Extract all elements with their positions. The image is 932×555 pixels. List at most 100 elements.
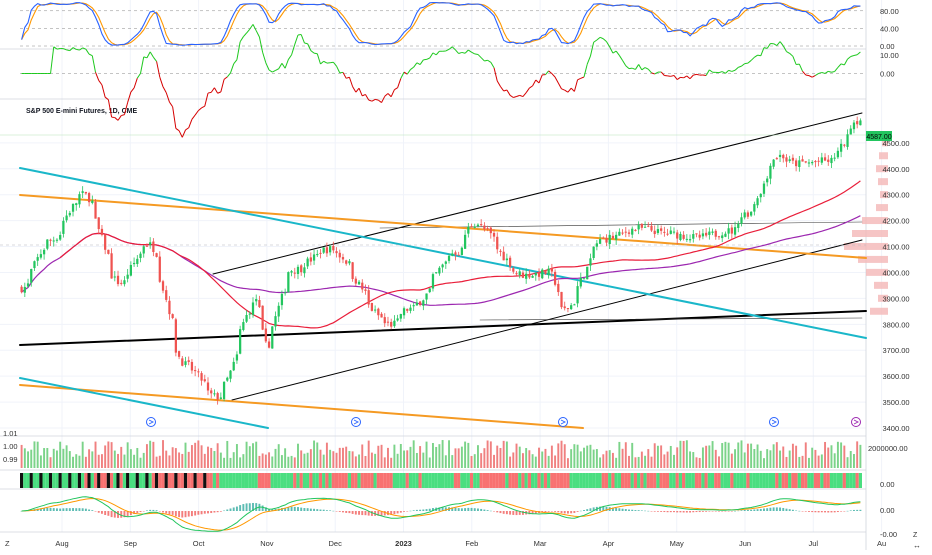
candle-body	[785, 157, 787, 161]
histogram-strip-cell	[624, 473, 627, 488]
histogram-strip-cell	[367, 473, 370, 488]
volume-bar	[419, 446, 421, 468]
event-marker-icon[interactable]	[352, 418, 361, 427]
volume-profile-bar	[879, 152, 888, 159]
momentum-segment	[635, 64, 638, 69]
event-marker-icon[interactable]	[559, 418, 568, 427]
event-marker-icon[interactable]	[852, 418, 861, 427]
event-marker-icon[interactable]	[770, 418, 779, 427]
volume-bar	[178, 452, 180, 468]
volume-bar	[721, 443, 723, 468]
histogram-strip-cell	[168, 473, 171, 488]
macd-histogram-bar	[233, 507, 235, 511]
price-tick-label: 3400.00	[882, 424, 909, 433]
histogram-strip-cell	[852, 473, 855, 488]
candle-body	[69, 213, 71, 215]
volume-bar	[24, 448, 26, 468]
momentum-segment	[706, 70, 709, 76]
candle-body	[178, 351, 180, 357]
x-axis-label: Jun	[739, 539, 751, 548]
candle-body	[316, 254, 318, 255]
macd-histogram-bar	[172, 511, 174, 515]
volume-bar	[348, 451, 350, 468]
momentum-segment	[436, 51, 439, 55]
candle-body	[763, 184, 765, 194]
macd-histogram-bar	[149, 510, 151, 511]
momentum-segment	[169, 102, 172, 107]
macd-tick-label: -0.00	[880, 530, 897, 539]
volume-right-tick: 2000000.00	[868, 444, 908, 453]
volume-bar	[27, 451, 29, 468]
candle-body	[159, 257, 161, 282]
volume-bar	[737, 442, 739, 468]
x-axis-label: Jul	[809, 539, 819, 548]
candle-body	[419, 302, 421, 306]
candle-body	[544, 271, 546, 274]
momentum-segment	[420, 60, 423, 65]
volume-bar	[165, 451, 167, 468]
histogram-strip-cell	[290, 473, 293, 488]
histogram-strip-cell	[132, 473, 135, 488]
histogram-strip-cell	[155, 473, 158, 488]
histogram-strip-cell	[746, 473, 749, 488]
macd-histogram-bar	[393, 511, 395, 514]
volume-bar	[724, 442, 726, 468]
macd-histogram-bar	[413, 510, 415, 511]
momentum-segment	[237, 42, 240, 60]
histogram-strip-cell	[579, 473, 582, 488]
volume-bar	[760, 451, 762, 468]
momentum-segment	[684, 76, 687, 78]
histogram-strip-cell	[65, 473, 68, 488]
macd-histogram-bar	[230, 508, 232, 511]
candle-body	[850, 129, 852, 135]
histogram-strip-cell	[795, 473, 798, 488]
histogram-strip-cell	[370, 473, 373, 488]
histogram-strip-cell	[586, 473, 589, 488]
histogram-strip-cell	[383, 473, 386, 488]
volume-bar	[686, 440, 688, 468]
histogram-strip-cell	[679, 473, 682, 488]
momentum-segment	[311, 51, 314, 53]
event-marker-icon[interactable]	[147, 418, 156, 427]
histogram-strip-cell	[724, 473, 727, 488]
volume-bar	[548, 456, 550, 468]
trend-line-orange-lower	[20, 385, 583, 428]
histogram-strip-cell	[335, 473, 338, 488]
histogram-strip-cell	[798, 473, 801, 488]
corner-label-right-bottom: ↔	[913, 541, 921, 550]
candle-body	[728, 228, 730, 233]
histogram-strip-cell	[451, 473, 454, 488]
volume-bar	[647, 449, 649, 468]
volume-profile-bar	[844, 243, 888, 250]
volume-bar	[557, 443, 559, 468]
macd-histogram-bar	[814, 511, 816, 512]
candle-body	[830, 158, 832, 163]
macd-histogram-bar	[708, 511, 710, 512]
momentum-segment	[285, 60, 288, 69]
candle-body	[586, 267, 588, 279]
candle-body	[525, 274, 527, 279]
volume-bar	[262, 453, 264, 468]
momentum-segment	[722, 72, 725, 74]
candle-body	[570, 305, 572, 309]
trend-line-cyan-upper	[20, 168, 866, 338]
candle-body	[663, 232, 665, 233]
candle-body	[676, 232, 678, 238]
volume-bar	[625, 442, 627, 468]
candle-body	[683, 235, 685, 239]
macd-histogram-bar	[840, 511, 842, 512]
macd-histogram-bar	[692, 511, 694, 512]
candle-body	[760, 194, 762, 197]
histogram-strip-cell	[521, 473, 524, 488]
momentum-segment	[587, 56, 590, 64]
momentum-segment	[841, 64, 844, 65]
volume-bar	[397, 454, 399, 468]
momentum-segment	[677, 77, 680, 79]
macd-histogram-bar	[760, 509, 762, 511]
volume-bar	[37, 442, 39, 468]
histogram-strip-cell	[306, 473, 309, 488]
momentum-segment	[568, 88, 571, 92]
histogram-strip-cell	[203, 473, 206, 488]
